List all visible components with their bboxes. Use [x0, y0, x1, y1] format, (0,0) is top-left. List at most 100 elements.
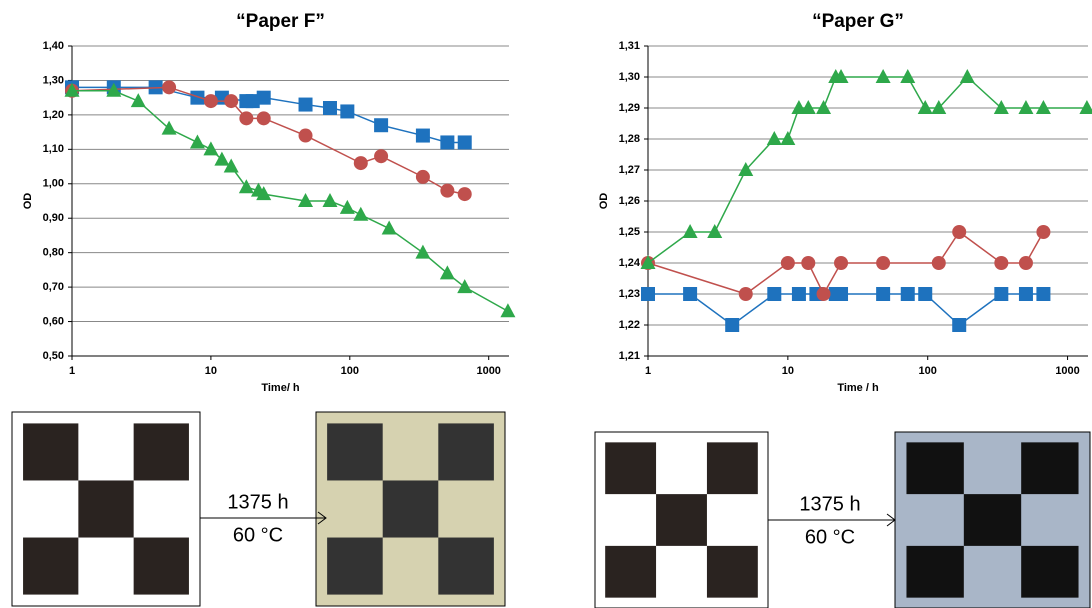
marker	[707, 224, 723, 238]
checker-square	[605, 545, 657, 598]
marker	[1036, 225, 1051, 239]
marker	[440, 183, 455, 198]
marker	[223, 158, 239, 173]
marker	[931, 256, 946, 270]
checker-square	[706, 442, 758, 495]
marker	[162, 80, 177, 95]
marker	[959, 69, 975, 83]
marker	[931, 100, 947, 114]
checker-square	[23, 537, 79, 595]
checker-square	[133, 423, 189, 481]
x-axis-label: Time/ h	[261, 382, 300, 394]
marker	[801, 256, 816, 270]
marker	[256, 111, 271, 126]
marker	[876, 256, 891, 270]
marker	[994, 256, 1009, 270]
marker	[1018, 256, 1033, 270]
y-tick-label: 1,30	[43, 74, 64, 86]
marker	[641, 287, 655, 301]
y-tick-label: 1,10	[43, 143, 64, 155]
marker	[381, 220, 397, 235]
checker-square	[438, 423, 494, 481]
marker	[415, 169, 430, 184]
marker	[353, 206, 369, 221]
marker	[189, 134, 205, 149]
marker	[203, 94, 218, 109]
x-tick-label: 1000	[476, 365, 500, 377]
marker	[917, 100, 933, 114]
marker	[353, 156, 368, 171]
marker	[800, 100, 816, 114]
marker	[500, 303, 516, 318]
y-axis-label: OD	[22, 193, 34, 210]
x-tick-label: 100	[919, 365, 937, 377]
marker	[322, 101, 337, 115]
marker	[224, 94, 239, 109]
marker	[952, 225, 967, 239]
y-tick-label: 0,90	[43, 212, 64, 224]
checker-square	[963, 494, 1022, 546]
y-tick-label: 1,27	[619, 164, 640, 176]
checker-square	[133, 537, 189, 595]
y-tick-label: 1,26	[619, 195, 640, 207]
marker	[900, 69, 916, 83]
checker-square	[1021, 442, 1079, 495]
marker	[298, 193, 314, 207]
arrow-head	[317, 511, 327, 525]
annotation: 1375 h	[799, 493, 860, 515]
marker	[780, 131, 796, 145]
marker	[834, 256, 849, 270]
marker	[833, 69, 849, 83]
marker	[994, 287, 1009, 301]
marker	[1035, 100, 1051, 114]
marker	[298, 128, 313, 143]
chart-title: “Paper F”	[236, 11, 325, 32]
checker-square	[906, 442, 964, 495]
marker	[993, 100, 1009, 114]
marker	[900, 287, 915, 301]
marker	[415, 128, 430, 143]
checker-square	[23, 423, 79, 481]
marker	[64, 82, 80, 97]
marker	[767, 287, 782, 301]
marker	[791, 287, 806, 301]
marker	[374, 118, 389, 133]
marker	[245, 94, 260, 109]
marker	[256, 90, 271, 105]
marker	[1036, 287, 1051, 301]
annotation: 1375 h	[227, 491, 288, 513]
marker	[1018, 100, 1034, 114]
marker	[440, 135, 455, 150]
y-tick-label: 1,25	[619, 226, 640, 238]
x-tick-label: 1	[69, 365, 75, 377]
annotation: 60 °C	[233, 524, 283, 546]
marker	[816, 100, 832, 114]
marker	[374, 149, 389, 164]
checker-square	[78, 480, 134, 538]
x-tick-label: 10	[782, 365, 794, 377]
marker	[738, 162, 754, 176]
x-tick-label: 10	[205, 365, 217, 377]
marker	[130, 93, 146, 108]
y-tick-label: 0,60	[43, 315, 64, 327]
checker-square	[605, 442, 657, 495]
marker	[457, 135, 472, 150]
marker	[239, 111, 254, 126]
x-tick-label: 1000	[1055, 365, 1079, 377]
y-tick-label: 1,00	[43, 178, 64, 190]
marker	[457, 187, 472, 202]
marker	[683, 287, 698, 301]
marker	[834, 287, 849, 301]
marker	[190, 90, 205, 105]
y-tick-label: 1,30	[619, 71, 640, 83]
marker	[816, 287, 831, 301]
y-tick-label: 1,31	[619, 40, 640, 52]
marker	[952, 318, 967, 332]
y-axis-label: OD	[598, 193, 610, 210]
y-tick-label: 0,70	[43, 281, 64, 293]
marker	[340, 104, 355, 119]
marker	[203, 141, 219, 156]
y-tick-label: 1,29	[619, 102, 640, 114]
y-tick-label: 0,50	[43, 350, 64, 362]
